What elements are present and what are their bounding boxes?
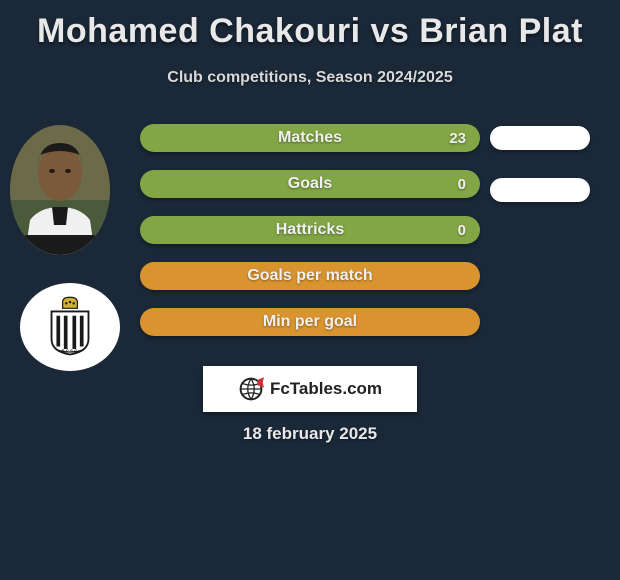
- brand-box[interactable]: FcTables.com: [203, 366, 417, 412]
- stat-label: Goals: [288, 175, 332, 193]
- blank-pill-right-2: [490, 178, 590, 202]
- brand-text: FcTables.com: [270, 379, 382, 399]
- stat-label: Matches: [278, 129, 342, 147]
- stat-row-goals-per-match: Goals per match: [140, 262, 480, 290]
- stat-label: Hattricks: [276, 221, 344, 239]
- player-silhouette-icon: [10, 125, 110, 255]
- club-logo-left: R.C.S.C.: [20, 283, 120, 371]
- stat-value-left: 0: [458, 176, 466, 193]
- stat-row-matches: Matches 23: [140, 124, 480, 152]
- stats-container: Matches 23 Goals 0 Hattricks 0 Goals per…: [140, 124, 480, 354]
- stat-row-hattricks: Hattricks 0: [140, 216, 480, 244]
- stat-label: Min per goal: [263, 313, 357, 331]
- svg-text:R.C.S.C.: R.C.S.C.: [62, 349, 79, 354]
- subtitle: Club competitions, Season 2024/2025: [0, 69, 620, 87]
- date-text: 18 february 2025: [0, 424, 620, 444]
- blank-pill-right-1: [490, 126, 590, 150]
- player-photo-left: [10, 125, 110, 255]
- stat-value-left: 23: [449, 130, 466, 147]
- page-title: Mohamed Chakouri vs Brian Plat: [0, 0, 620, 51]
- fctables-logo-icon: [238, 376, 264, 402]
- stat-label: Goals per match: [247, 267, 372, 285]
- stat-row-min-per-goal: Min per goal: [140, 308, 480, 336]
- stat-row-goals: Goals 0: [140, 170, 480, 198]
- stat-value-left: 0: [458, 222, 466, 239]
- rcsc-badge-icon: R.C.S.C.: [35, 296, 105, 358]
